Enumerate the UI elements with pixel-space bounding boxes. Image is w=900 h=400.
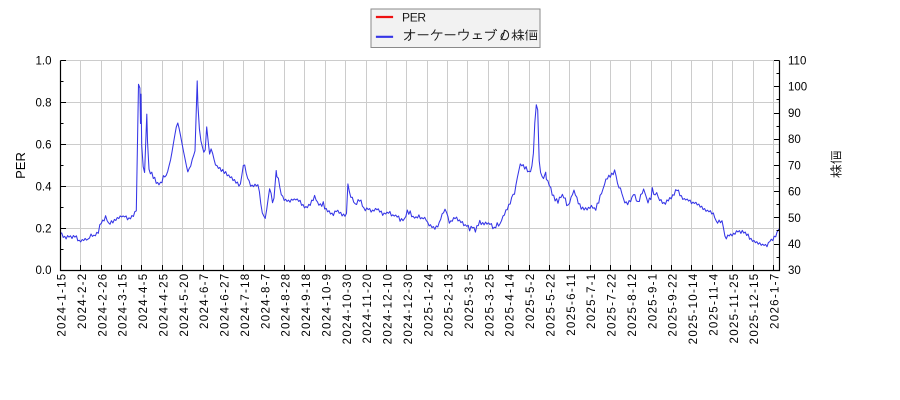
svg-text:2026-1-7: 2026-1-7	[770, 273, 782, 329]
svg-text:1.0: 1.0	[36, 56, 52, 68]
svg-text:2025-9-1: 2025-9-1	[647, 273, 659, 329]
svg-text:2024-4-25: 2024-4-25	[159, 273, 171, 337]
svg-text:2024-5-20: 2024-5-20	[179, 273, 191, 337]
svg-text:110: 110	[788, 56, 806, 68]
svg-text:0.6: 0.6	[36, 139, 52, 151]
svg-text:2024-2-2: 2024-2-2	[77, 273, 89, 329]
svg-text:2025-4-14: 2025-4-14	[505, 273, 517, 337]
svg-text:2025-3-25: 2025-3-25	[484, 273, 496, 337]
svg-text:2025-7-22: 2025-7-22	[607, 273, 619, 337]
svg-text:2024-3-15: 2024-3-15	[118, 273, 130, 337]
svg-text:2024-10-30: 2024-10-30	[342, 273, 354, 345]
svg-text:PER: PER	[13, 152, 28, 179]
svg-text:2024-10-9: 2024-10-9	[321, 273, 333, 337]
svg-text:50: 50	[788, 213, 801, 225]
svg-text:2025-11-25: 2025-11-25	[729, 273, 741, 344]
svg-text:2024-9-18: 2024-9-18	[301, 273, 313, 337]
svg-text:2024-6-27: 2024-6-27	[220, 273, 232, 337]
svg-text:PER: PER	[402, 11, 426, 25]
svg-text:70: 70	[788, 160, 801, 172]
svg-text:80: 80	[788, 134, 801, 146]
svg-text:0.0: 0.0	[36, 265, 52, 277]
svg-text:2025-2-13: 2025-2-13	[444, 273, 456, 337]
svg-text:90: 90	[788, 108, 801, 120]
svg-text:2024-4-5: 2024-4-5	[138, 273, 150, 329]
svg-text:2025-5-22: 2025-5-22	[546, 273, 558, 337]
svg-text:2024-2-26: 2024-2-26	[97, 273, 109, 337]
svg-text:2025-6-11: 2025-6-11	[566, 273, 578, 336]
svg-text:2025-3-5: 2025-3-5	[464, 273, 476, 329]
svg-text:2025-1-24: 2025-1-24	[423, 273, 435, 337]
svg-text:2025-10-14: 2025-10-14	[688, 273, 700, 345]
svg-text:2024-12-30: 2024-12-30	[403, 273, 415, 345]
svg-text:2024-7-18: 2024-7-18	[240, 273, 252, 337]
svg-text:2025-9-22: 2025-9-22	[668, 273, 680, 337]
svg-text:2024-8-28: 2024-8-28	[281, 273, 293, 337]
svg-text:30: 30	[788, 265, 801, 277]
svg-text:2024-1-15: 2024-1-15	[57, 273, 69, 337]
svg-text:40: 40	[788, 239, 801, 251]
svg-text:100: 100	[788, 82, 807, 94]
svg-text:2025-5-2: 2025-5-2	[525, 273, 537, 329]
svg-text:2024-12-10: 2024-12-10	[383, 273, 395, 345]
svg-text:2024-11-20: 2024-11-20	[362, 273, 374, 344]
svg-text:2025-8-12: 2025-8-12	[627, 273, 639, 337]
svg-text:2025-11-4: 2025-11-4	[708, 273, 720, 336]
svg-text:0.4: 0.4	[36, 181, 53, 193]
svg-text:0.8: 0.8	[36, 97, 52, 109]
svg-text:2024-6-7: 2024-6-7	[199, 273, 211, 329]
svg-text:2025-12-15: 2025-12-15	[749, 273, 761, 345]
svg-text:2025-7-1: 2025-7-1	[586, 273, 598, 329]
svg-text:60: 60	[788, 187, 801, 199]
svg-text:0.2: 0.2	[36, 223, 52, 235]
svg-text:2024-8-7: 2024-8-7	[260, 273, 272, 329]
